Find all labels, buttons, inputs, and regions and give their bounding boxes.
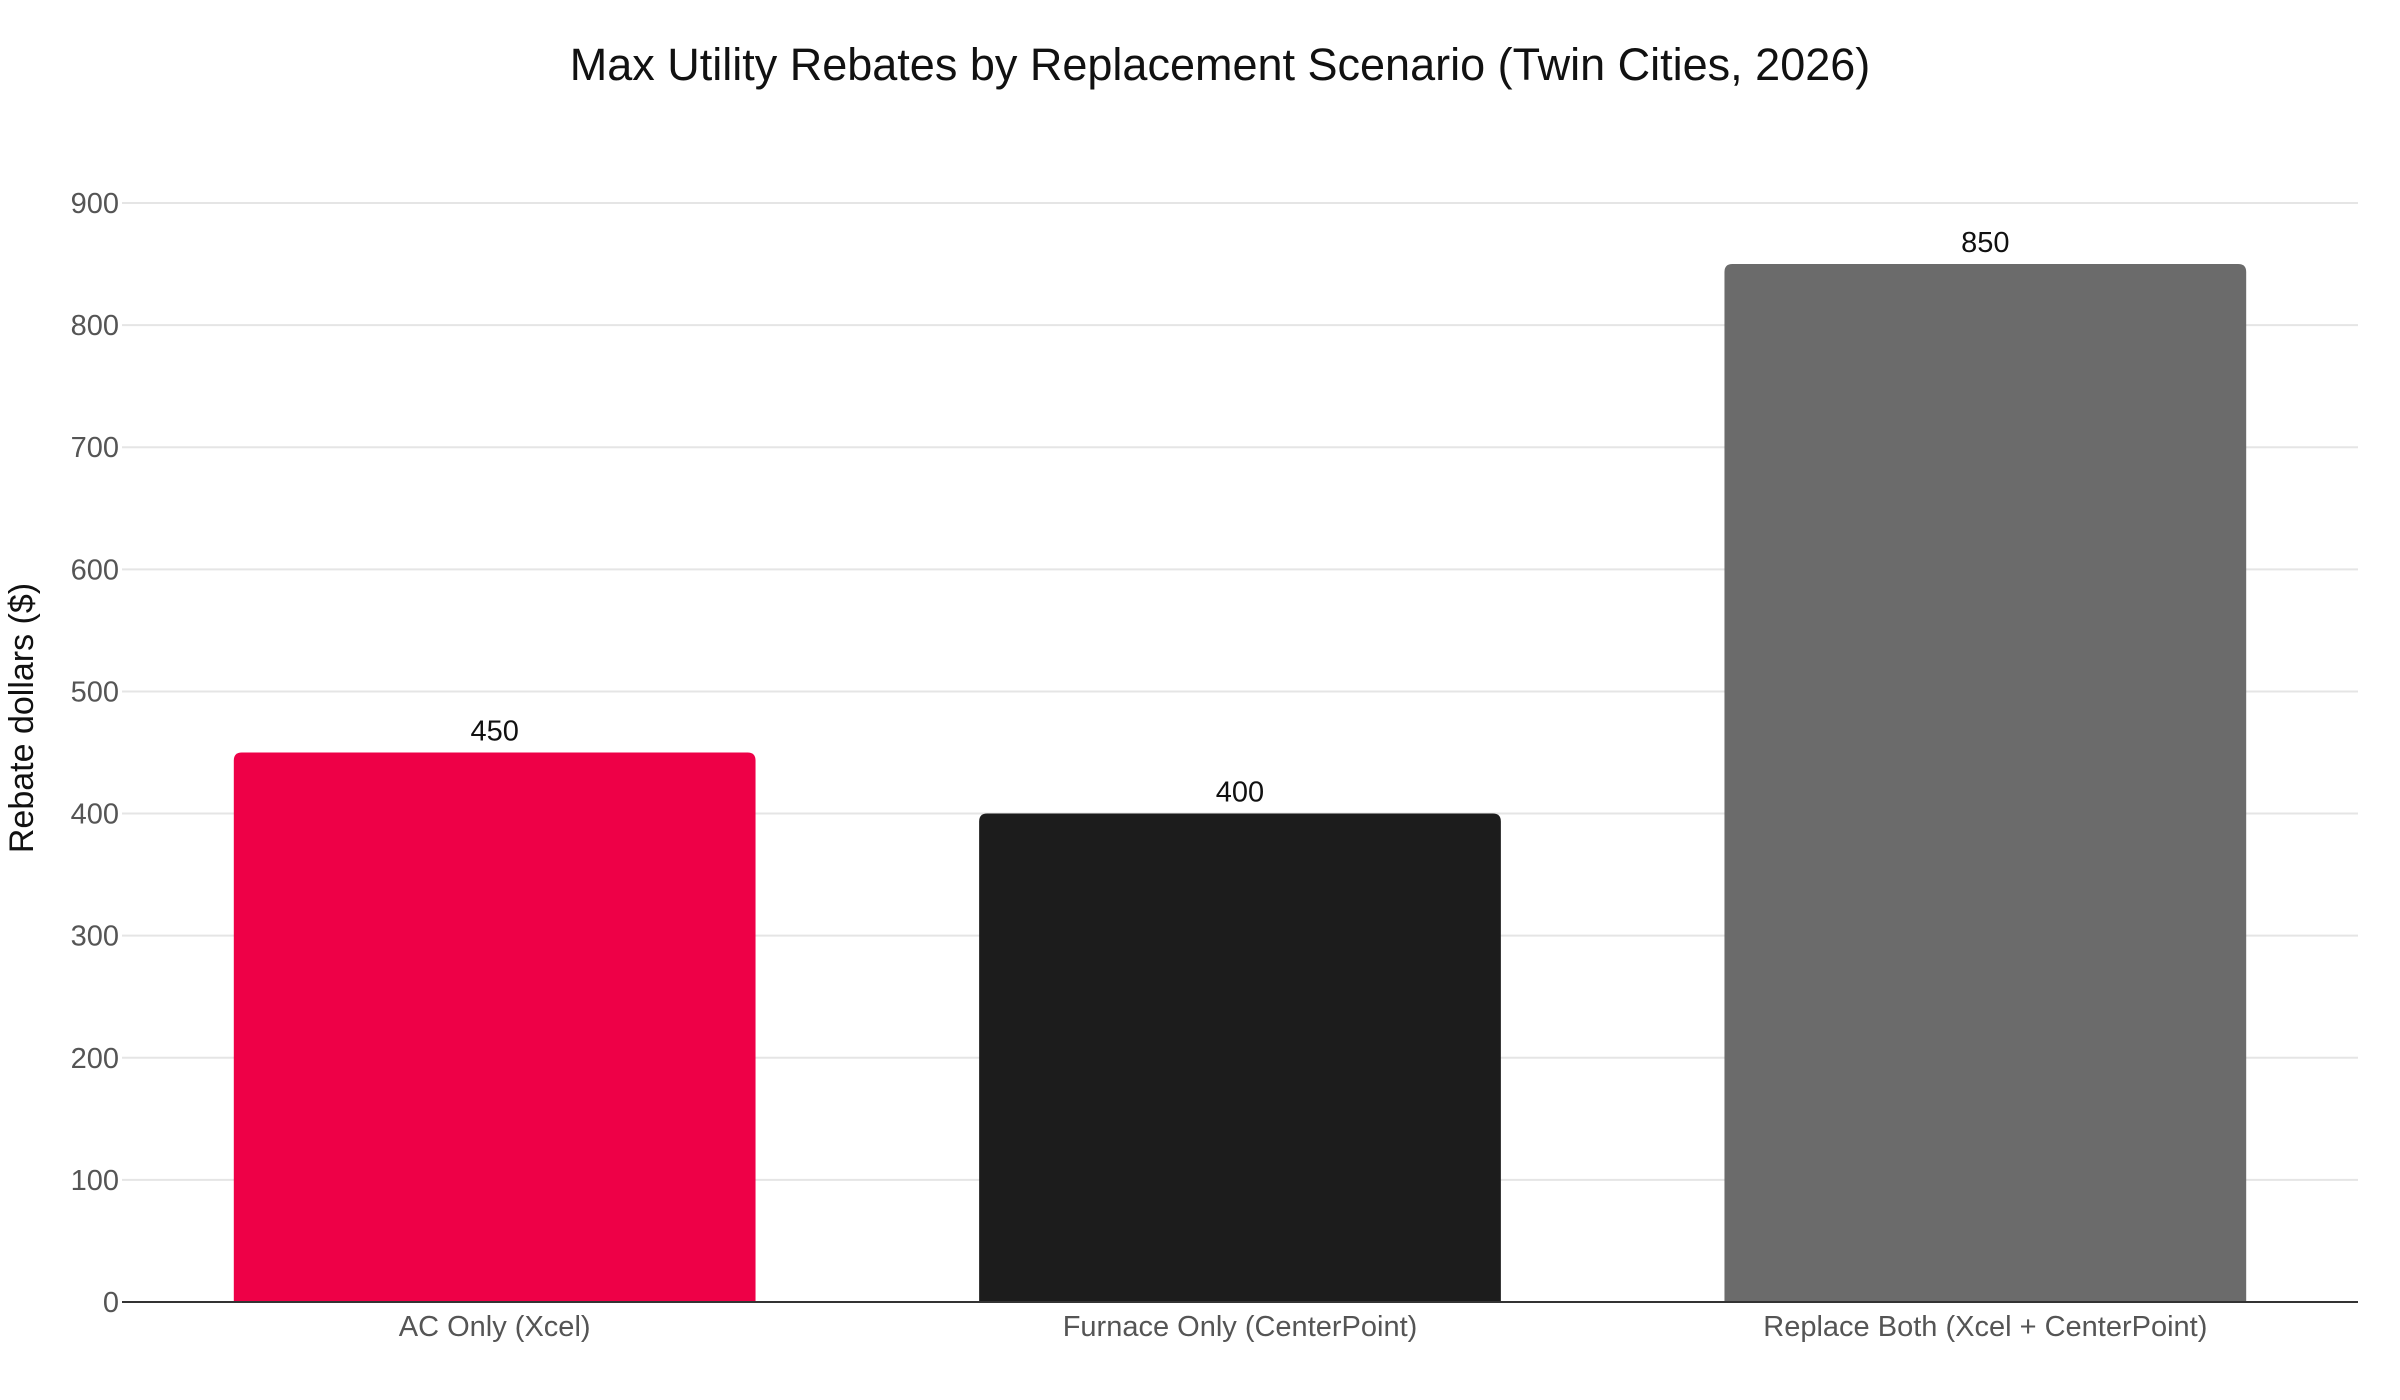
x-category-label: Replace Both (Xcel + CenterPoint) (1763, 1311, 2207, 1343)
bars (233, 264, 2247, 1302)
x-axis-categories: AC Only (Xcel) Furnace Only (CenterPoint)… (399, 1311, 2208, 1343)
y-axis-label: Rebate dollars ($) (3, 583, 41, 853)
y-tick-label: 500 (71, 676, 119, 708)
y-tick-label: 700 (71, 432, 119, 464)
y-axis-ticks: 0 100 200 300 400 500 600 700 800 900 (71, 188, 119, 1319)
bar (979, 813, 1501, 1302)
bar-value-label: 850 (1961, 227, 2009, 259)
bar-value-label: 400 (1216, 777, 1264, 809)
value-labels: 450 400 850 (470, 227, 2009, 809)
y-tick-label: 300 (71, 921, 119, 953)
chart-title: Max Utility Rebates by Replacement Scena… (570, 39, 1871, 90)
bar-value-label: 450 (470, 716, 518, 748)
bar (233, 752, 756, 1302)
y-tick-label: 600 (71, 554, 119, 586)
y-tick-label: 400 (71, 799, 119, 831)
y-tick-label: 200 (71, 1043, 119, 1075)
x-category-label: AC Only (Xcel) (399, 1311, 591, 1343)
y-tick-label: 800 (71, 310, 119, 342)
bar (1724, 264, 2247, 1302)
y-tick-label: 900 (71, 188, 119, 220)
y-tick-label: 100 (71, 1165, 119, 1197)
y-tick-label: 0 (103, 1287, 119, 1319)
x-category-label: Furnace Only (CenterPoint) (1063, 1311, 1418, 1343)
